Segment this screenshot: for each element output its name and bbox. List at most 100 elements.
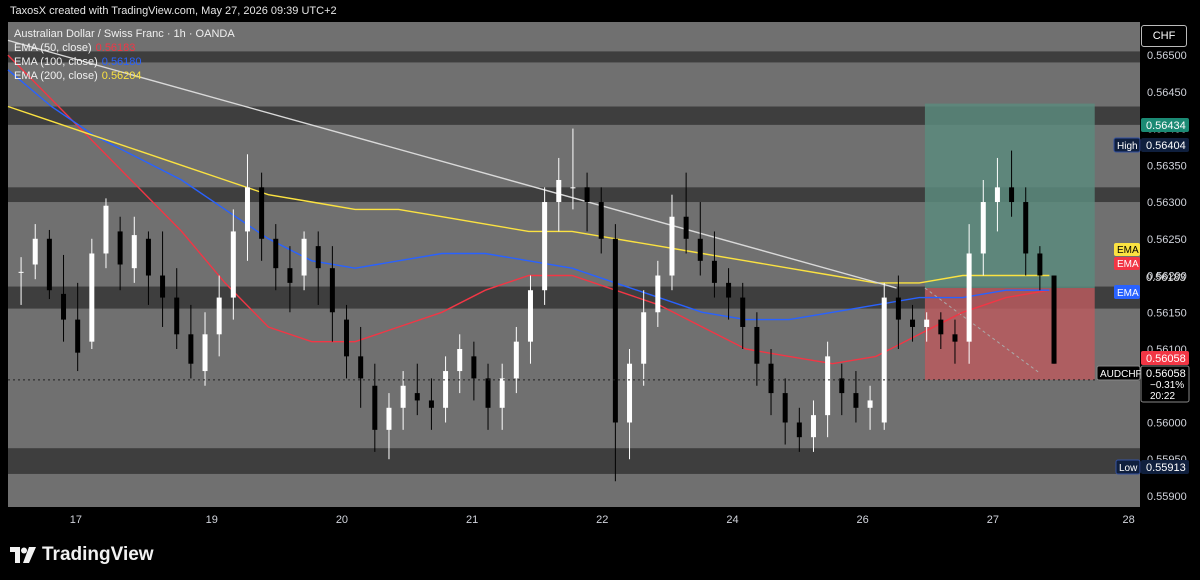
candle — [655, 260, 661, 327]
candle-body — [75, 319, 81, 353]
candle — [329, 246, 335, 342]
candle-body — [443, 371, 449, 408]
time-tick-label: 20 — [336, 514, 348, 526]
candle — [584, 172, 590, 232]
ema200-tag-label: EMA — [1117, 245, 1139, 256]
candle-body — [683, 216, 689, 239]
time-axis[interactable]: 17 19 20 21 22 24 26 27 28 — [70, 514, 1135, 526]
candle — [938, 312, 944, 350]
candle-body — [46, 238, 52, 291]
candle-body — [655, 275, 661, 313]
price-band-3 — [8, 286, 1140, 309]
candle-body — [938, 319, 944, 335]
candle — [18, 257, 24, 305]
ema50-tag-label: EMA — [1117, 259, 1139, 270]
ema-price: 0.56183 — [1146, 272, 1186, 284]
time-axis-bg — [8, 507, 1140, 535]
candle-body — [457, 349, 463, 372]
candle-body — [627, 363, 633, 423]
candle — [542, 187, 548, 305]
time-tick-label: 21 — [466, 514, 478, 526]
time-tick-label: 17 — [70, 514, 82, 526]
candle — [924, 312, 930, 342]
candle — [273, 224, 279, 291]
price-tick-label: 0.56200 — [1147, 271, 1187, 283]
candle — [895, 275, 901, 350]
trendline-group — [7, 39, 897, 289]
time-tick-label: 19 — [206, 514, 218, 526]
legend-ema200[interactable]: EMA (200, close) 0.56204 — [14, 70, 142, 82]
candle-body — [994, 187, 1000, 203]
candle-body — [471, 356, 477, 379]
candle-body — [980, 202, 986, 254]
candle — [669, 194, 675, 291]
candle-body — [952, 334, 958, 342]
legend-ema50-name: EMA (50, close) — [14, 42, 92, 54]
ema200-tag — [1114, 243, 1140, 256]
candle — [75, 282, 81, 372]
candle — [202, 312, 208, 386]
candle-body — [556, 179, 562, 203]
price-tags: 0.56434 High 0.56404 EMA EMA 0.56183 EMA… — [1096, 118, 1190, 475]
candle-body — [202, 334, 208, 372]
price-band-0 — [8, 51, 1140, 63]
candle-body — [287, 268, 293, 283]
high-price: 0.56404 — [1146, 140, 1186, 152]
candle — [61, 254, 67, 342]
price-tick-label: 0.56500 — [1147, 50, 1187, 62]
candle — [400, 371, 406, 430]
candle — [244, 154, 250, 261]
candle — [89, 238, 95, 350]
price-bands — [8, 51, 1140, 474]
candle-body — [726, 282, 732, 298]
candle-body — [1051, 275, 1057, 364]
bar-countdown: 20:22 — [1150, 391, 1175, 402]
candle-body — [174, 297, 180, 335]
brand-name: TradingView — [42, 544, 154, 565]
candle — [527, 275, 533, 364]
candle-body — [89, 253, 95, 342]
candle-body — [145, 238, 151, 276]
candle — [853, 371, 859, 423]
price-axis[interactable]: 0.559000.559500.560000.560500.561000.561… — [1147, 50, 1187, 503]
price-tick-label: 0.56450 — [1147, 87, 1187, 99]
candle — [825, 341, 831, 438]
candle — [386, 393, 392, 460]
candle — [471, 341, 477, 401]
candle — [513, 326, 519, 394]
candle-body — [117, 231, 123, 265]
candle-body — [910, 319, 916, 327]
candle-body — [669, 216, 675, 276]
candle-body — [230, 231, 236, 298]
candle — [315, 231, 321, 305]
candle — [428, 378, 434, 430]
candle — [556, 157, 562, 232]
ema50-line — [7, 54, 1050, 365]
candle-body — [584, 187, 590, 203]
candle-body — [796, 422, 802, 438]
stop-price: 0.56058 — [1146, 353, 1186, 365]
candle-body — [329, 268, 335, 313]
candle-body — [61, 293, 67, 320]
candle-body — [216, 297, 222, 335]
candle-body — [315, 246, 321, 269]
candle-body — [839, 378, 845, 394]
legend-ema100[interactable]: EMA (100, close) 0.56180 — [14, 56, 142, 68]
candle — [570, 128, 576, 210]
candle-body — [782, 393, 788, 423]
currency-selector[interactable]: CHF — [1141, 25, 1187, 47]
price-tick-label: 0.56350 — [1147, 160, 1187, 172]
candle — [46, 229, 52, 300]
candle-body — [1009, 187, 1015, 203]
legend-ema50[interactable]: EMA (50, close) 0.56183 — [14, 42, 135, 54]
candle-body — [358, 356, 364, 379]
candle-body — [103, 205, 109, 254]
candle — [1023, 187, 1029, 276]
ema100-tag — [1114, 285, 1140, 299]
high-label-bg — [1113, 137, 1141, 153]
candle — [994, 157, 1000, 232]
ema100-tag-label: EMA — [1117, 288, 1139, 299]
candle-body — [1023, 202, 1029, 254]
candle-body — [400, 385, 406, 408]
